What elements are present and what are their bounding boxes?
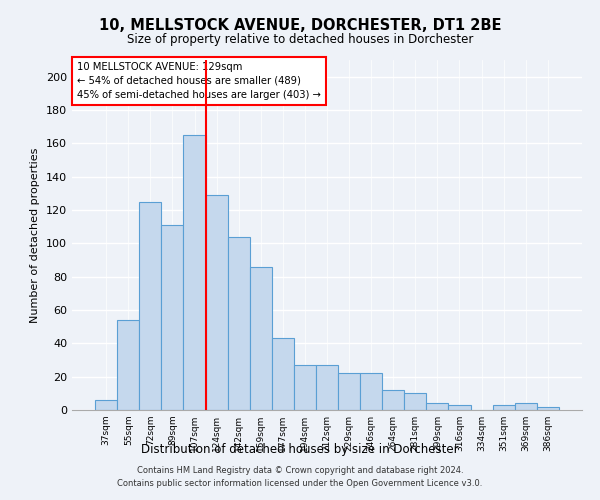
Bar <box>382 390 404 410</box>
Bar <box>250 266 272 410</box>
Bar <box>537 406 559 410</box>
Y-axis label: Number of detached properties: Number of detached properties <box>31 148 40 322</box>
Text: Size of property relative to detached houses in Dorchester: Size of property relative to detached ho… <box>127 32 473 46</box>
Text: Contains HM Land Registry data © Crown copyright and database right 2024.
Contai: Contains HM Land Registry data © Crown c… <box>118 466 482 487</box>
Bar <box>139 202 161 410</box>
Bar <box>117 320 139 410</box>
Text: 10, MELLSTOCK AVENUE, DORCHESTER, DT1 2BE: 10, MELLSTOCK AVENUE, DORCHESTER, DT1 2B… <box>99 18 501 32</box>
Text: 10 MELLSTOCK AVENUE: 129sqm
← 54% of detached houses are smaller (489)
45% of se: 10 MELLSTOCK AVENUE: 129sqm ← 54% of det… <box>77 62 321 100</box>
Bar <box>515 404 537 410</box>
Bar <box>448 405 470 410</box>
Bar <box>360 374 382 410</box>
Bar <box>161 225 184 410</box>
Bar <box>316 365 338 410</box>
Bar <box>427 404 448 410</box>
Bar <box>294 365 316 410</box>
Bar <box>206 195 227 410</box>
Bar <box>184 135 206 410</box>
Bar <box>493 405 515 410</box>
Bar <box>227 236 250 410</box>
Bar <box>95 400 117 410</box>
Text: Distribution of detached houses by size in Dorchester: Distribution of detached houses by size … <box>141 442 459 456</box>
Bar <box>272 338 294 410</box>
Bar <box>404 394 427 410</box>
Bar <box>338 374 360 410</box>
